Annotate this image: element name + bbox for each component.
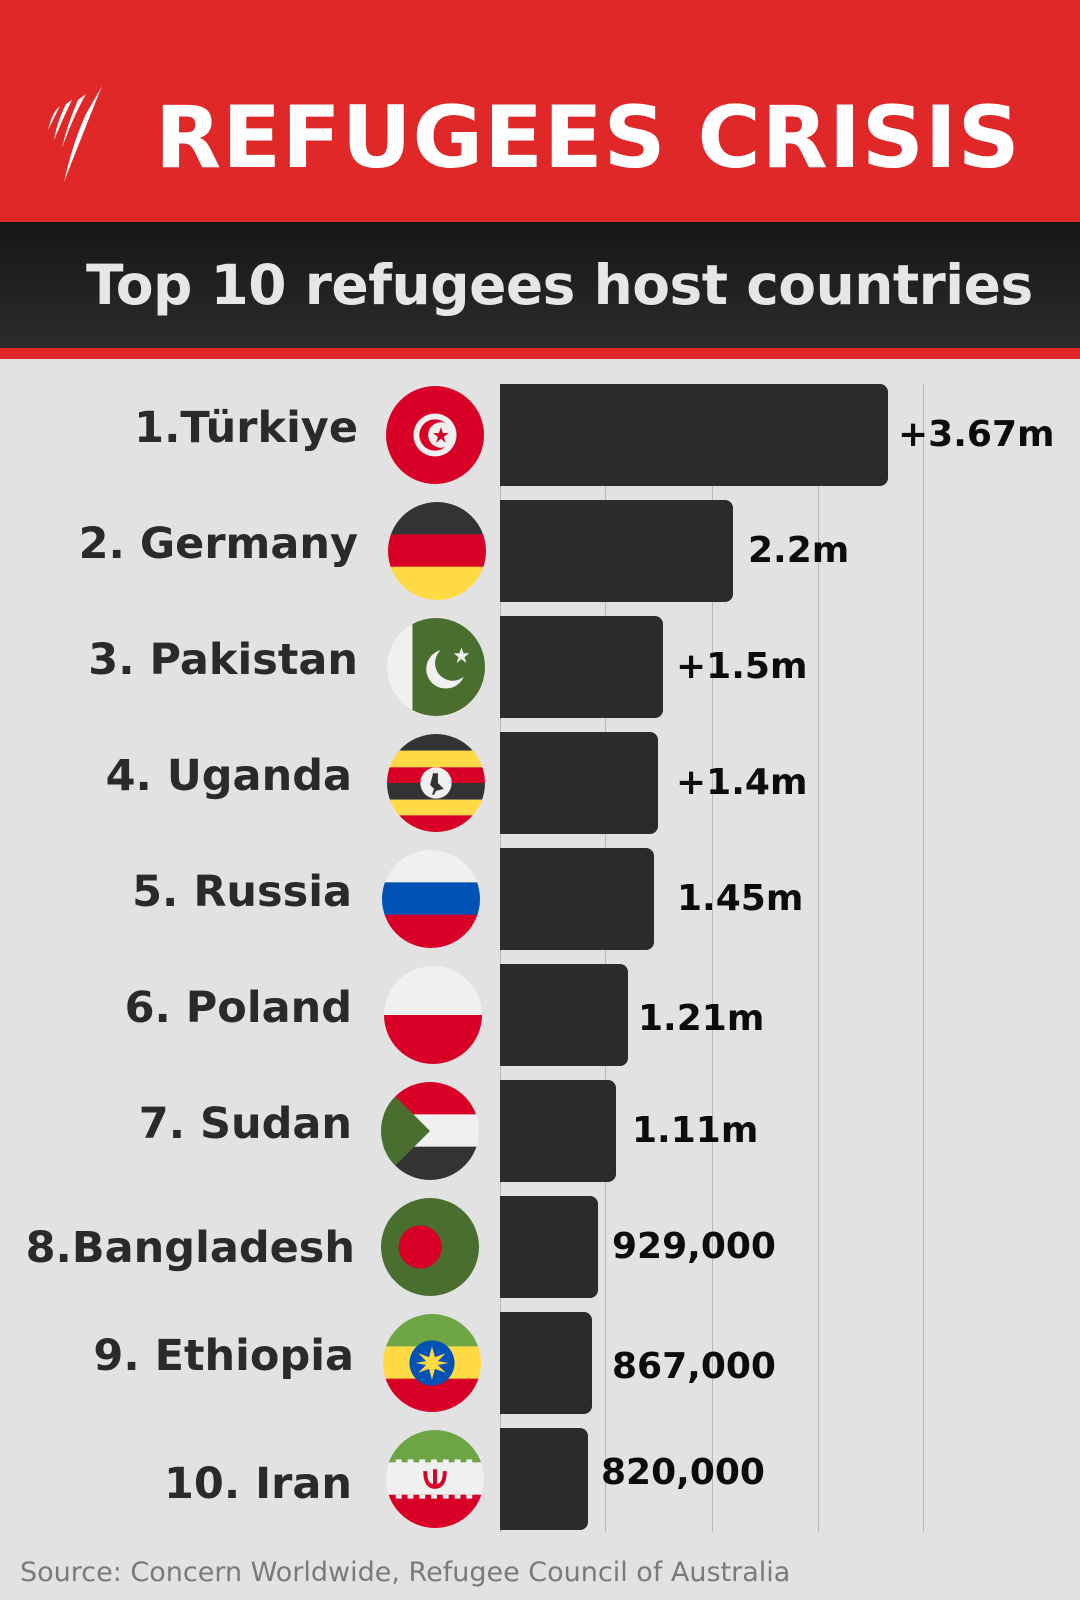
subtitle-band	[0, 222, 1080, 348]
bar	[500, 1428, 588, 1530]
value-label: +1.5m	[676, 646, 808, 687]
turkiye-flag-icon	[386, 386, 484, 484]
country-label: 6. Poland	[124, 983, 352, 1033]
sudan-flag-icon	[381, 1082, 479, 1180]
bar-row: 10. Iran 820,000	[0, 1428, 1080, 1530]
bar-row: 1.Türkiye +3.67m	[0, 384, 1080, 486]
value-label: 820,000	[601, 1452, 765, 1493]
gridline	[605, 384, 606, 1532]
gridline	[923, 384, 924, 1532]
bar	[500, 964, 628, 1066]
country-label: 7. Sudan	[138, 1099, 352, 1149]
value-label: 1.21m	[638, 998, 765, 1039]
value-label: 929,000	[612, 1226, 776, 1267]
header-banner: REFUGEES CRISIS	[0, 0, 1080, 222]
bangladesh-flag-icon	[381, 1198, 479, 1296]
country-label: 10. Iran	[164, 1459, 352, 1509]
y-axis-line	[500, 384, 501, 1532]
bar	[500, 500, 733, 602]
country-label: 8.Bangladesh	[25, 1223, 355, 1273]
country-label: 1.Türkiye	[134, 403, 358, 453]
bar	[500, 1312, 592, 1414]
value-label: 1.11m	[632, 1110, 759, 1151]
country-label: 2. Germany	[78, 519, 358, 569]
bar	[500, 616, 663, 718]
value-label: 2.2m	[748, 530, 850, 571]
bar	[500, 1196, 598, 1298]
uganda-flag-icon	[387, 734, 485, 832]
bar-row: 3. Pakistan +1.5m	[0, 616, 1080, 718]
divider	[0, 348, 1080, 359]
bar-row: 8.Bangladesh 929,000	[0, 1196, 1080, 1298]
country-label: 5. Russia	[132, 867, 352, 917]
bar-row: 4. Uganda +1.4m	[0, 732, 1080, 834]
bar	[500, 848, 654, 950]
chart-subtitle: Top 10 refugees host countries	[86, 253, 1033, 317]
gridline	[712, 384, 713, 1532]
germany-flag-icon	[388, 502, 486, 600]
bar-row: 6. Poland 1.21m	[0, 964, 1080, 1066]
country-label: 3. Pakistan	[88, 635, 358, 685]
page-title: REFUGEES CRISIS	[155, 88, 1021, 188]
bar-row: 9. Ethiopia 867,000	[0, 1312, 1080, 1414]
value-label: 1.45m	[677, 878, 804, 919]
poland-flag-icon	[384, 966, 482, 1064]
bar	[500, 732, 658, 834]
bar-row: 5. Russia 1.45m	[0, 848, 1080, 950]
bar	[500, 384, 888, 486]
bar	[500, 1080, 616, 1182]
country-label: 4. Uganda	[105, 751, 352, 801]
value-label: 867,000	[612, 1346, 776, 1387]
value-label: +1.4m	[676, 762, 808, 803]
ethiopia-flag-icon	[383, 1314, 481, 1412]
bar-row: 7. Sudan 1.11m	[0, 1080, 1080, 1182]
value-label: +3.67m	[898, 414, 1055, 455]
source-note: Source: Concern Worldwide, Refugee Counc…	[20, 1557, 791, 1588]
iran-flag-icon	[386, 1430, 484, 1528]
bar-row: 2. Germany 2.2m	[0, 500, 1080, 602]
pakistan-flag-icon	[387, 618, 485, 716]
russia-flag-icon	[382, 850, 480, 948]
country-label: 9. Ethiopia	[93, 1331, 354, 1381]
gridline	[818, 384, 819, 1532]
sbs-logo-icon	[48, 86, 102, 182]
